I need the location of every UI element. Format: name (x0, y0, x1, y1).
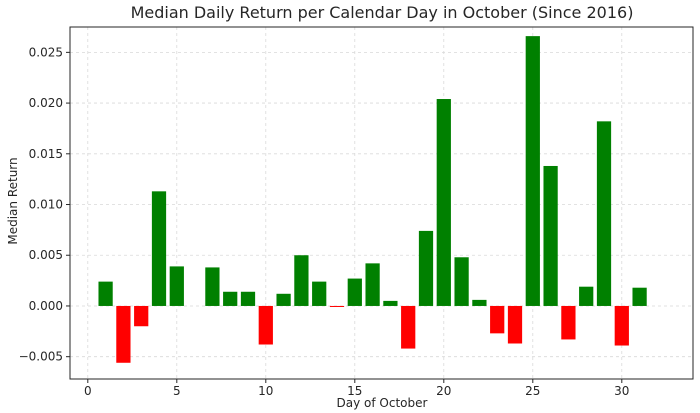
chart-title: Median Daily Return per Calendar Day in … (131, 3, 634, 22)
bar-day-24 (507, 305, 523, 344)
x-tick-label: 5 (173, 384, 181, 398)
bar-day-26 (543, 165, 558, 306)
y-tick-label: 0.025 (29, 45, 63, 59)
y-axis-ticks: −0.005 0.000 0.005 0.010 0.015 0.020 0.025 (19, 45, 70, 364)
x-tick-label: 20 (436, 384, 451, 398)
y-tick-label: 0.010 (29, 198, 63, 212)
bar-day-12 (294, 255, 309, 306)
bar-day-20 (436, 99, 451, 306)
plot-frame (69, 26, 694, 380)
x-axis-label: Day of October (337, 396, 428, 410)
bar-day-25 (525, 36, 540, 306)
gridlines (70, 27, 693, 379)
bar-day-19 (418, 230, 434, 306)
bar-day-16 (365, 263, 380, 306)
x-tick-label: 10 (258, 384, 273, 398)
bar-day-30 (614, 305, 629, 346)
bar-day-18 (401, 305, 416, 349)
y-tick-label: 0.020 (29, 96, 63, 110)
bar-day-28 (579, 286, 594, 306)
bar-day-31 (632, 287, 647, 306)
bar-day-17 (383, 300, 398, 306)
bar-day-3 (134, 305, 149, 327)
bar-day-7 (205, 267, 220, 306)
bar-day-4 (151, 191, 167, 306)
bar-day-14 (329, 305, 345, 307)
y-tick-label: 0.000 (29, 299, 63, 313)
bar-day-27 (561, 305, 576, 340)
bar-day-11 (276, 293, 291, 306)
bar-day-1 (98, 281, 113, 306)
bar-day-10 (258, 305, 273, 345)
bar-day-21 (454, 257, 469, 306)
x-axis-ticks: 0 5 10 15 20 25 30 (84, 379, 629, 398)
bar-day-2 (116, 305, 131, 363)
bar-day-29 (596, 121, 612, 306)
x-tick-label: 30 (614, 384, 629, 398)
x-tick-label: 0 (84, 384, 92, 398)
y-axis-label: Median Return (6, 157, 20, 244)
bar-day-22 (472, 299, 487, 306)
x-tick-label: 15 (347, 384, 362, 398)
bar-day-9 (240, 291, 256, 306)
bar-day-15 (347, 278, 362, 306)
y-tick-label: 0.015 (29, 147, 63, 161)
bar-day-5 (169, 266, 184, 306)
bar-day-13 (312, 281, 327, 306)
bars (98, 36, 647, 363)
y-tick-label: −0.005 (19, 350, 63, 364)
y-tick-label: 0.005 (29, 248, 63, 262)
bar-day-8 (223, 291, 238, 306)
x-tick-label: 25 (525, 384, 540, 398)
bar-day-23 (490, 305, 505, 334)
